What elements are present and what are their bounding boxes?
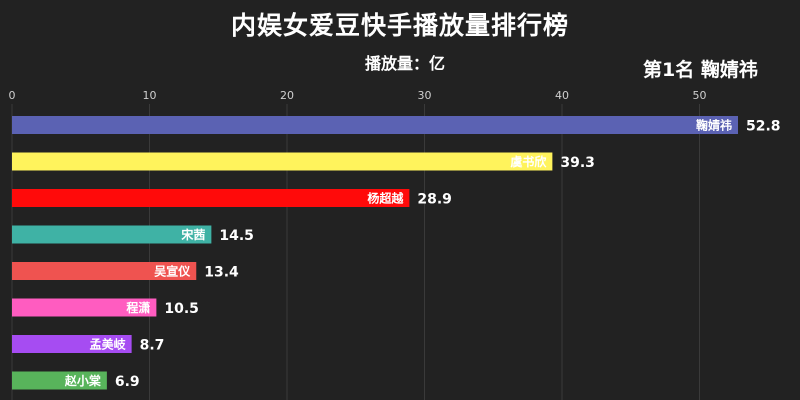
bar-value-label: 28.9 <box>417 192 452 208</box>
x-tick-label: 0 <box>9 89 16 102</box>
bar-category-label: 赵小棠 <box>64 373 102 388</box>
chart-title: 内娱女爱豆快手播放量排行榜 <box>230 11 569 40</box>
bar-value-label: 10.5 <box>164 301 199 317</box>
leader-label: 第1名 鞠婧祎 <box>643 59 758 81</box>
bar-category-label: 虞书欣 <box>510 154 547 169</box>
bar-category-label: 宋茜 <box>181 227 205 242</box>
bar-value-label: 39.3 <box>560 155 595 171</box>
bar-layer: 鞠婧祎 52.8 虞书欣 39.3 杨超越 28.9 宋茜 14.5 吴宣仪 13.4 程潇 10.5… <box>12 116 781 390</box>
bar <box>12 225 212 244</box>
bar-value-label: 13.4 <box>204 265 239 281</box>
bar-value-label: 8.7 <box>140 338 165 354</box>
x-tick-label: 30 <box>418 89 432 102</box>
bar-category-label: 程潇 <box>126 300 150 315</box>
x-tick-label: 10 <box>143 89 157 102</box>
bar-category-label: 杨超越 <box>367 191 404 206</box>
bar <box>12 262 197 280</box>
bar-category-label: 鞠婧祎 <box>696 118 732 133</box>
bar <box>12 152 553 171</box>
x-tick-label: 50 <box>693 89 707 102</box>
grid-layer: 0 10 20 30 40 50 <box>9 89 707 400</box>
bar-value-label: 6.9 <box>115 374 140 390</box>
bar <box>12 116 738 134</box>
x-tick-label: 40 <box>555 89 569 102</box>
bar-category-label: 吴宣仪 <box>154 264 191 279</box>
bar-value-label: 52.8 <box>746 119 781 135</box>
bar-value-label: 14.5 <box>219 228 254 244</box>
chart-subtitle: 播放量：亿 <box>365 54 446 73</box>
bar-category-label: 孟美岐 <box>90 337 127 352</box>
bar <box>12 189 410 207</box>
bar <box>12 298 157 317</box>
x-tick-label: 20 <box>280 89 294 102</box>
bar <box>12 335 132 353</box>
bar <box>12 371 107 390</box>
